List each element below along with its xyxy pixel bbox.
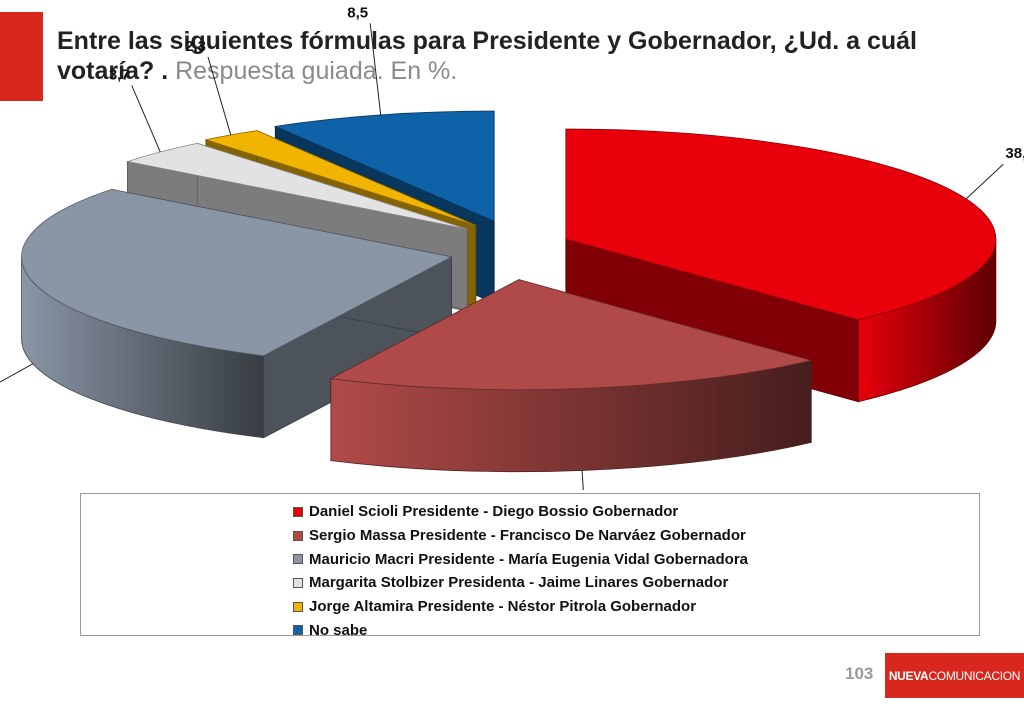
legend-swatch bbox=[293, 625, 303, 636]
page-number: 103 bbox=[845, 664, 874, 683]
legend-label: Mauricio Macri Presidente - María Eugeni… bbox=[309, 550, 749, 568]
brand-secondary: COMUNICACION bbox=[928, 668, 1021, 683]
legend-label: No sabe bbox=[309, 621, 368, 639]
leader-line-2 bbox=[581, 470, 584, 490]
title-text: Entre las siguientes fórmulas para Presi… bbox=[57, 27, 917, 85]
legend-item-6: No sabe bbox=[293, 618, 748, 642]
legend-item-1: Daniel Scioli Presidente - Diego Bossio … bbox=[293, 500, 748, 524]
title-subtitle: Respuesta guiada. En %. bbox=[175, 57, 458, 85]
leader-line-5 bbox=[207, 56, 232, 136]
pie-slice-2 bbox=[329, 279, 812, 473]
brand-primary: NUEVA bbox=[888, 668, 929, 683]
data-label-1: 38,1 bbox=[1005, 145, 1024, 162]
legend-swatch bbox=[293, 601, 303, 612]
leader-line-1 bbox=[965, 163, 1004, 200]
accent-bar bbox=[0, 12, 43, 101]
legend-swatch bbox=[293, 530, 303, 541]
leader-line-6 bbox=[369, 23, 382, 116]
legend-item-4: Margarita Stolbizer Presidenta - Jaime L… bbox=[293, 571, 748, 595]
data-label-5: 2,3 bbox=[185, 38, 206, 55]
legend-label: Sergio Massa Presidente - Francisco De N… bbox=[309, 527, 746, 545]
legend-item-3: Mauricio Macri Presidente - María Eugeni… bbox=[293, 547, 748, 571]
pie-slice-3 bbox=[21, 188, 453, 439]
legend-label: Jorge Altamira Presidente - Néstor Pitro… bbox=[309, 598, 697, 616]
chart-legend: Daniel Scioli Presidente - Diego Bossio … bbox=[80, 493, 980, 639]
legend-item-2: Sergio Massa Presidente - Francisco De N… bbox=[293, 524, 748, 548]
data-label-4: 3,7 bbox=[109, 66, 130, 83]
slide-title: Entre las siguientes fórmulas para Presi… bbox=[57, 26, 997, 86]
legend-swatch bbox=[293, 506, 303, 517]
leader-line-4 bbox=[131, 85, 161, 153]
legend-label: Daniel Scioli Presidente - Diego Bossio … bbox=[309, 503, 679, 521]
pie-chart: 38,119,128,33,72,38,5 bbox=[0, 4, 1024, 490]
legend-label: Margarita Stolbizer Presidenta - Jaime L… bbox=[309, 574, 729, 592]
legend-list: Daniel Scioli Presidente - Diego Bossio … bbox=[293, 500, 748, 642]
leader-line-3 bbox=[0, 363, 34, 383]
legend-item-5: Jorge Altamira Presidente - Néstor Pitro… bbox=[293, 595, 748, 619]
legend-swatch bbox=[293, 554, 303, 565]
data-label-6: 8,5 bbox=[347, 4, 368, 21]
brand-logo: NUEVA COMUNICACION bbox=[885, 653, 1024, 698]
legend-swatch bbox=[293, 577, 303, 588]
